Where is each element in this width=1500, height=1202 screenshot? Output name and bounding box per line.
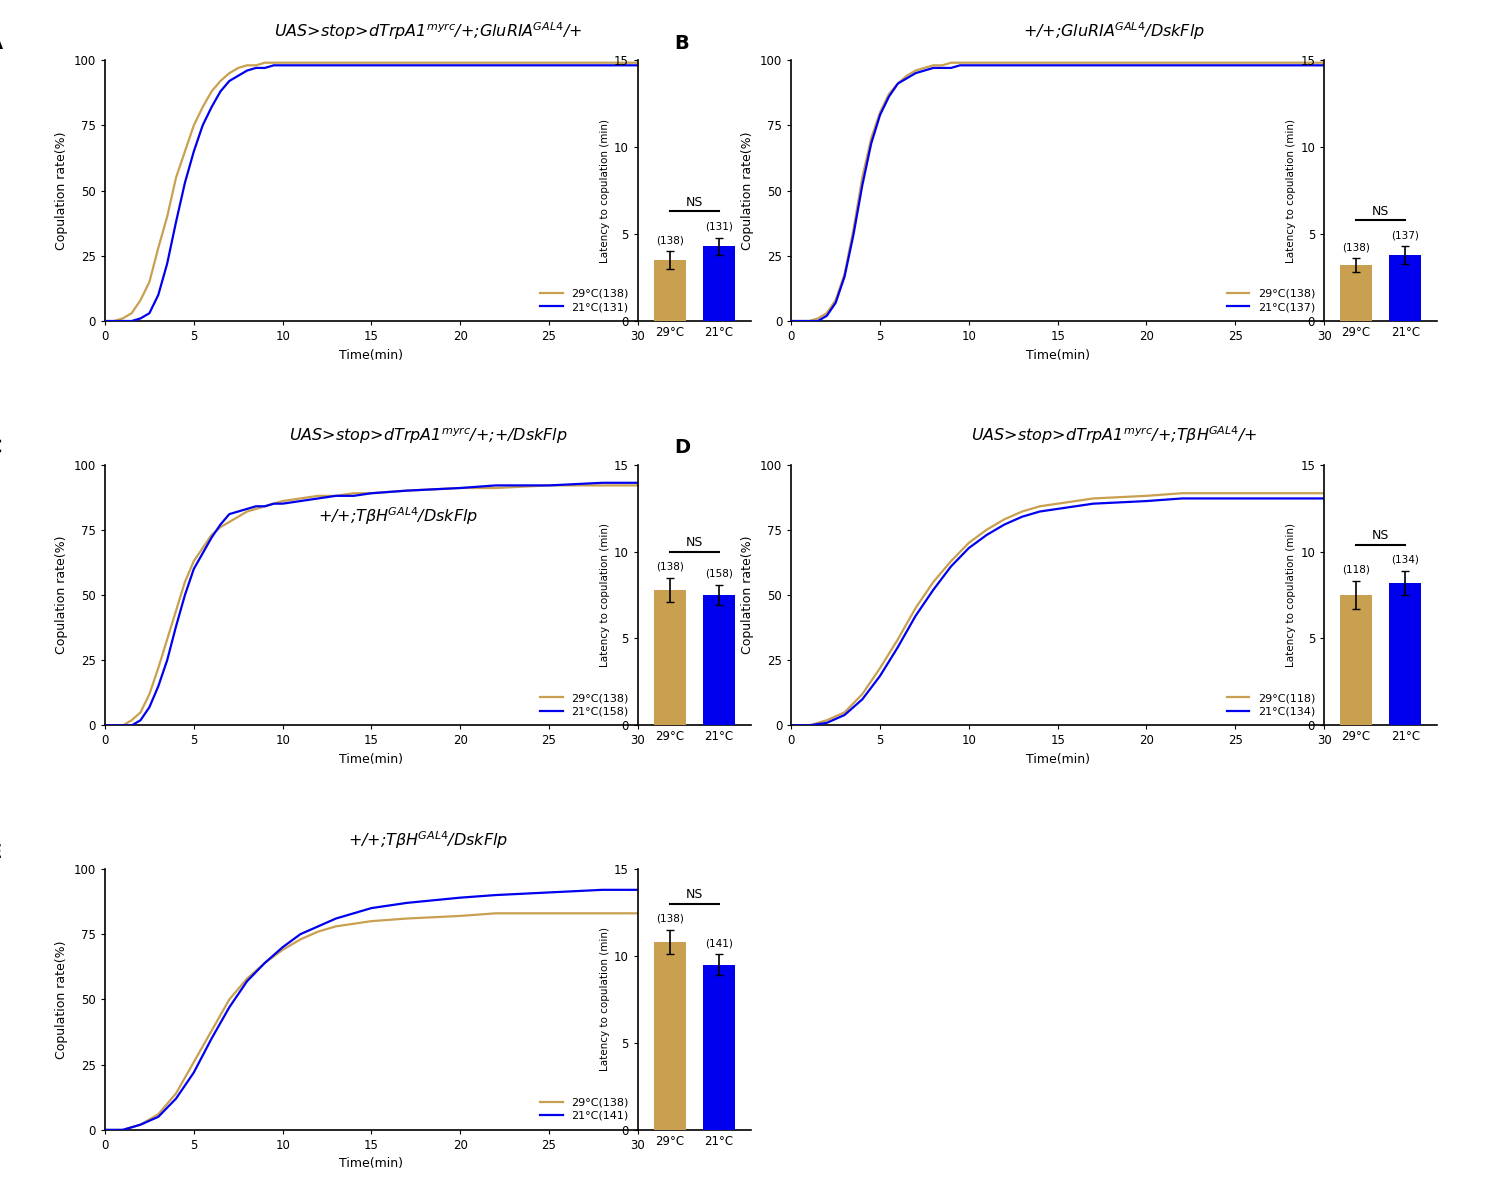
Bar [1389, 583, 1420, 726]
Bar [1340, 266, 1372, 321]
Text: +/+;TβH$^{GAL4}$/DskFlp: +/+;TβH$^{GAL4}$/DskFlp [318, 505, 478, 526]
Text: (131): (131) [705, 221, 734, 232]
Bar [704, 595, 735, 726]
Y-axis label: Copulation rate(%): Copulation rate(%) [56, 536, 68, 654]
Text: (138): (138) [1342, 243, 1370, 252]
Text: (134): (134) [1392, 554, 1419, 565]
Text: (158): (158) [705, 569, 734, 578]
Y-axis label: Latency to copulation (min): Latency to copulation (min) [1286, 523, 1296, 667]
Bar [1340, 595, 1372, 726]
Y-axis label: Copulation rate(%): Copulation rate(%) [56, 131, 68, 250]
Y-axis label: Copulation rate(%): Copulation rate(%) [741, 131, 754, 250]
Y-axis label: Copulation rate(%): Copulation rate(%) [741, 536, 754, 654]
Bar [704, 246, 735, 321]
Text: +/+;TβH$^{GAL4}$/DskFlp: +/+;TβH$^{GAL4}$/DskFlp [348, 829, 508, 851]
Text: D: D [674, 439, 690, 458]
Text: (118): (118) [1342, 565, 1370, 575]
Bar [1389, 255, 1420, 321]
Text: B: B [674, 34, 688, 53]
Y-axis label: Latency to copulation (min): Latency to copulation (min) [1286, 119, 1296, 262]
Legend: 29°C(138), 21°C(131): 29°C(138), 21°C(131) [537, 285, 633, 315]
Y-axis label: Latency to copulation (min): Latency to copulation (min) [600, 119, 610, 262]
Bar [654, 942, 686, 1130]
Y-axis label: Latency to copulation (min): Latency to copulation (min) [600, 928, 610, 1071]
Text: (141): (141) [705, 938, 734, 948]
Text: (138): (138) [656, 914, 684, 924]
Legend: 29°C(138), 21°C(137): 29°C(138), 21°C(137) [1224, 285, 1318, 315]
X-axis label: Time(min): Time(min) [339, 349, 404, 362]
Text: NS: NS [1372, 204, 1389, 218]
Text: (138): (138) [656, 561, 684, 571]
Bar [654, 590, 686, 726]
Text: NS: NS [686, 196, 703, 209]
X-axis label: Time(min): Time(min) [1026, 349, 1089, 362]
Text: NS: NS [686, 888, 703, 902]
Bar [654, 260, 686, 321]
Y-axis label: Copulation rate(%): Copulation rate(%) [56, 940, 68, 1059]
Text: C: C [0, 439, 2, 458]
Legend: 29°C(138), 21°C(158): 29°C(138), 21°C(158) [537, 690, 633, 720]
Y-axis label: Latency to copulation (min): Latency to copulation (min) [600, 523, 610, 667]
Legend: 29°C(138), 21°C(141): 29°C(138), 21°C(141) [537, 1094, 633, 1124]
Legend: 29°C(118), 21°C(134): 29°C(118), 21°C(134) [1224, 690, 1318, 720]
Text: NS: NS [686, 536, 703, 549]
Text: UAS>stop>dTrpA1$^{myrc}$/+;GluRIA$^{GAL4}$/+: UAS>stop>dTrpA1$^{myrc}$/+;GluRIA$^{GAL4… [274, 20, 582, 42]
Text: NS: NS [1372, 529, 1389, 542]
Bar [704, 965, 735, 1130]
Text: A: A [0, 34, 3, 53]
X-axis label: Time(min): Time(min) [1026, 752, 1089, 766]
Text: UAS>stop>dTrpA1$^{myrc}$/+;TβH$^{GAL4}$/+: UAS>stop>dTrpA1$^{myrc}$/+;TβH$^{GAL4}$/… [970, 424, 1257, 446]
X-axis label: Time(min): Time(min) [339, 1158, 404, 1171]
Text: +/+;GluRIA$^{GAL4}$/DskFlp: +/+;GluRIA$^{GAL4}$/DskFlp [1023, 20, 1204, 42]
Text: (137): (137) [1392, 230, 1419, 240]
X-axis label: Time(min): Time(min) [339, 752, 404, 766]
Text: UAS>stop>dTrpA1$^{myrc}$/+;+/DskFlp: UAS>stop>dTrpA1$^{myrc}$/+;+/DskFlp [288, 427, 567, 446]
Text: (138): (138) [656, 236, 684, 245]
